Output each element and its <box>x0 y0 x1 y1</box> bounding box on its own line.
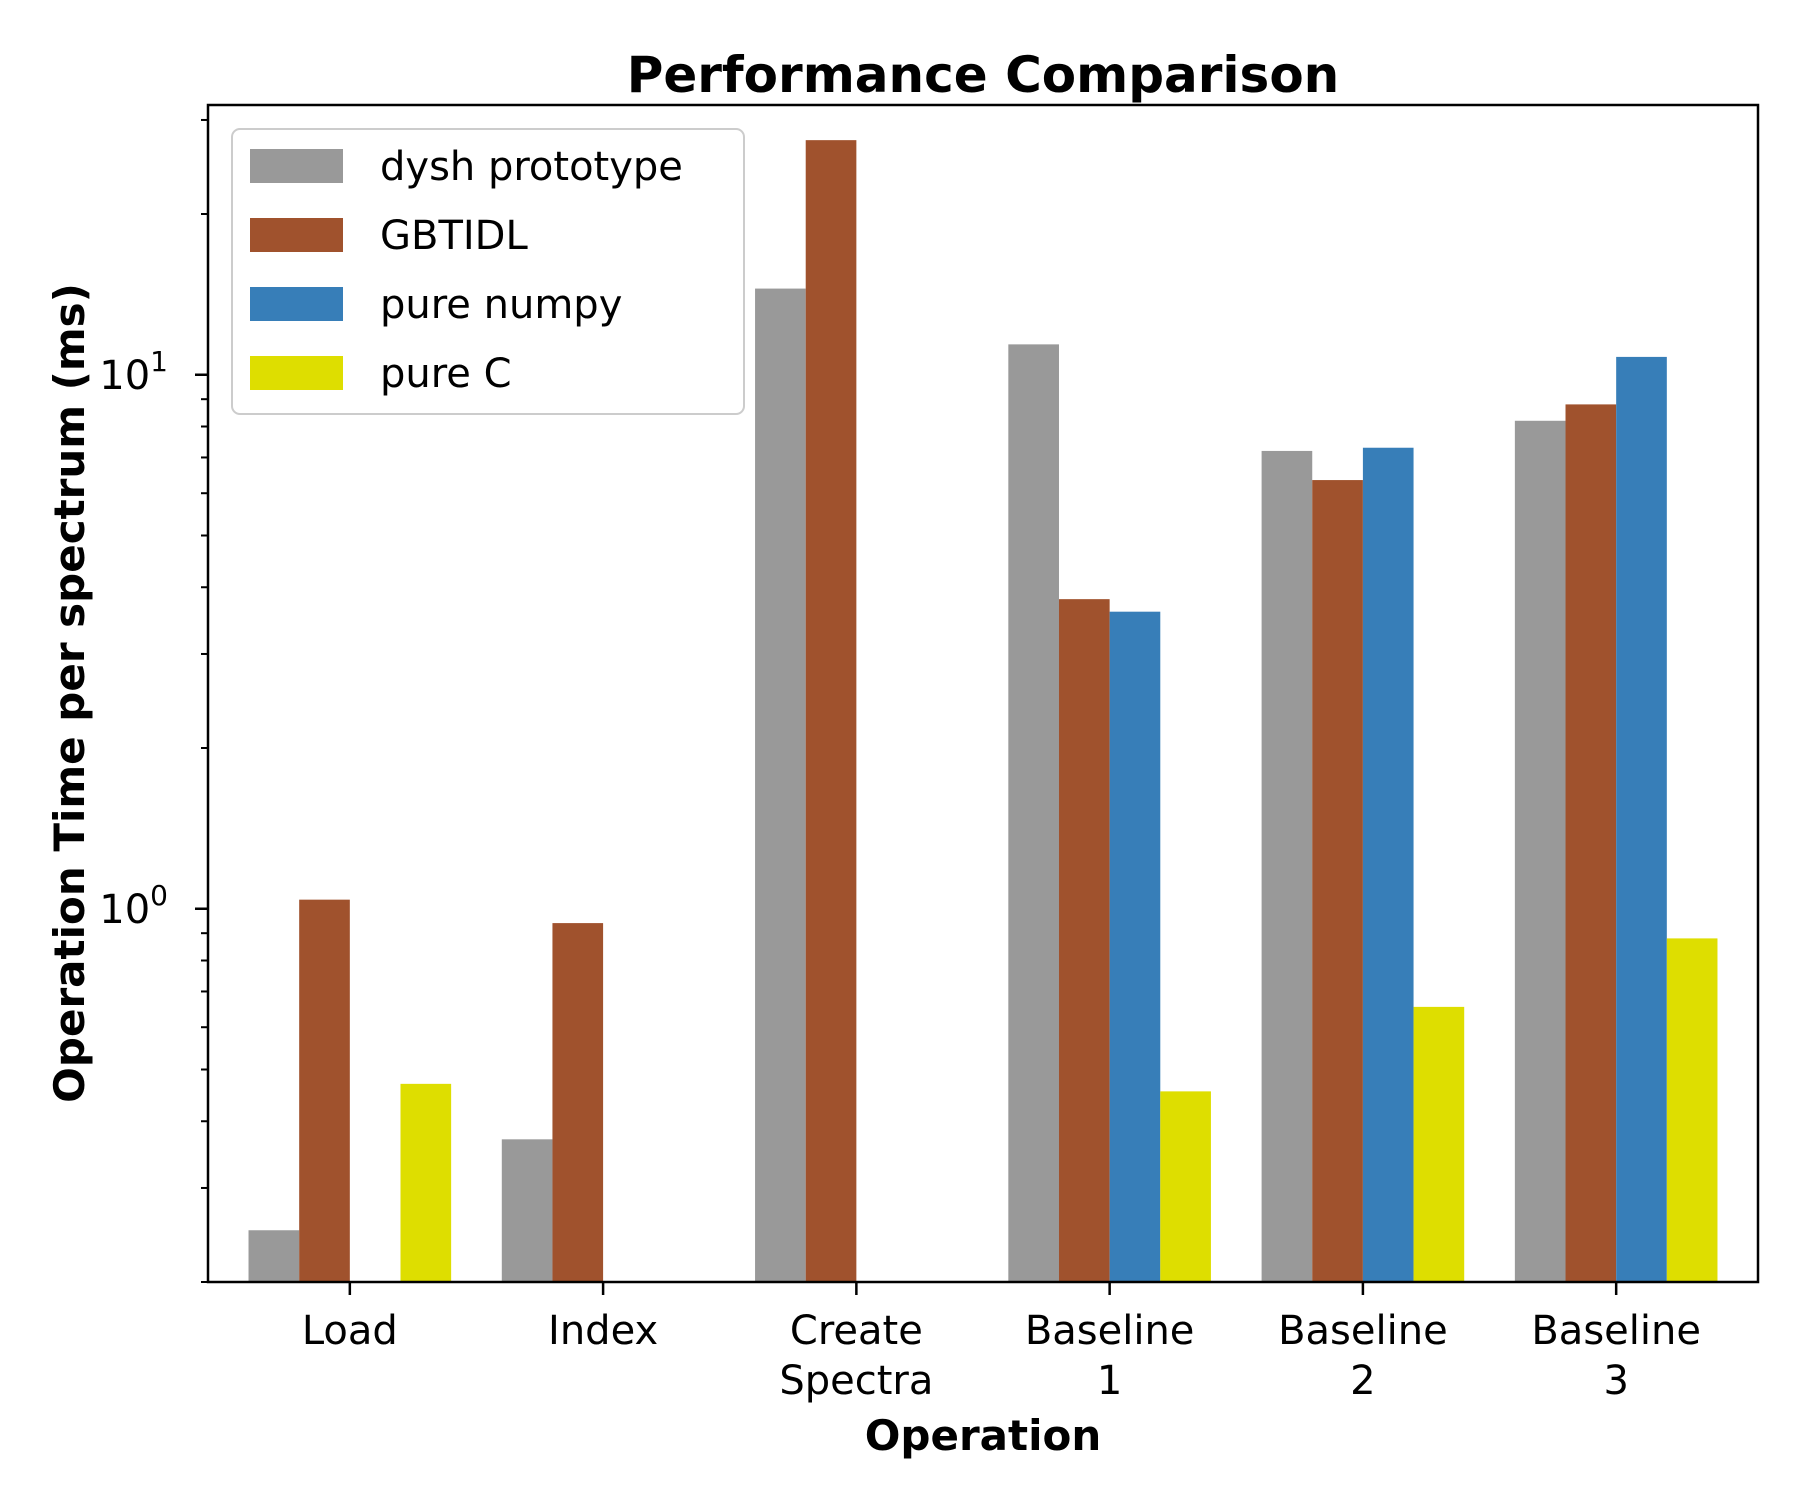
legend: dysh prototype GBTIDL pure numpy pure C <box>231 128 745 415</box>
bar <box>248 1230 300 1282</box>
legend-label: GBTIDL <box>380 213 528 259</box>
bar <box>1160 1091 1211 1282</box>
bar <box>501 1139 553 1282</box>
plot-frame <box>206 103 1760 1284</box>
legend-label: pure numpy <box>380 282 622 328</box>
bar <box>755 288 806 1282</box>
bar <box>299 899 350 1282</box>
x-tick-label: Create Spectra <box>779 1308 933 1404</box>
bar <box>400 1083 452 1282</box>
bar <box>1312 480 1363 1282</box>
x-tick-label: Baseline 3 <box>1531 1308 1701 1404</box>
x-axis-label: Operation <box>865 1411 1102 1460</box>
bar <box>1261 450 1313 1282</box>
bar <box>1413 1006 1465 1282</box>
legend-label: dysh prototype <box>380 144 683 190</box>
legend-swatch <box>250 149 343 183</box>
legend-frame <box>231 128 745 415</box>
bar <box>1565 404 1617 1282</box>
bar <box>1666 938 1718 1282</box>
y-axis-label: Operation Time per spectrum (ms) <box>45 283 94 1103</box>
x-tick-label: Baseline 1 <box>1025 1308 1195 1404</box>
x-tick-label: Index <box>548 1308 658 1354</box>
legend-swatch <box>250 287 343 321</box>
bar <box>1616 356 1667 1282</box>
y-tick-label: 100 <box>99 879 168 933</box>
legend-label: pure C <box>380 351 512 397</box>
x-ticks: Load Index Create Spectra Baseline 1 Baseline 2… <box>302 1282 1701 1404</box>
legend-swatch <box>250 218 343 252</box>
x-tick-label: Load <box>302 1308 398 1354</box>
bar <box>1109 611 1161 1282</box>
y-ticks: 100 101 <box>99 345 208 933</box>
bars-layer <box>248 140 1718 1283</box>
bar <box>1514 420 1566 1283</box>
legend-swatch <box>250 356 343 390</box>
bar <box>1058 599 1110 1282</box>
bar <box>805 140 857 1282</box>
bar <box>1362 447 1414 1282</box>
chart-title: Performance Comparison <box>627 46 1340 104</box>
y-tick-label: 101 <box>99 345 168 399</box>
x-tick-label: Baseline 2 <box>1278 1308 1448 1404</box>
bar <box>552 923 604 1282</box>
bar <box>1008 344 1059 1282</box>
